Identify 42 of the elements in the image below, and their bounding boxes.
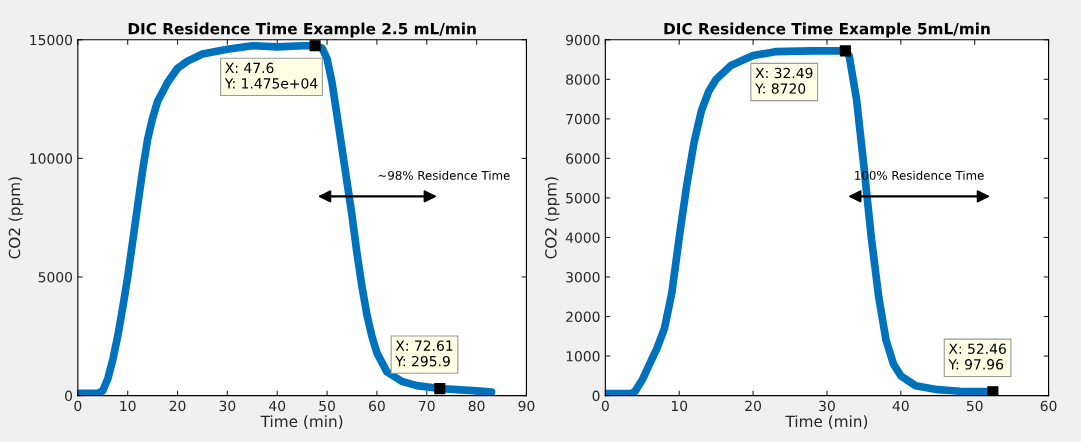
x-tick-label: 50: [966, 400, 983, 412]
y-tick-label: 7000: [566, 113, 600, 125]
x-axis-title: Time (min): [785, 415, 868, 429]
y-tick-label: 4000: [565, 232, 600, 243]
y-tick-label: 8000: [566, 74, 600, 85]
annotation: X: 52.46 Y: 97.96: [948, 343, 1006, 370]
annotation: X: 47.6 Y: 1.475e+04: [224, 62, 318, 89]
y-tick-label: 0: [65, 390, 73, 402]
chart-title: DIC Residence Time Example 5mL/min: [664, 22, 990, 38]
y-tick-label: 5000: [566, 192, 600, 204]
x-tick-label: 10: [120, 400, 136, 412]
x-tick-label: 90: [518, 400, 535, 412]
y-axis-title: CO2 (ppm): [544, 177, 560, 259]
x-tick-label: 40: [892, 400, 909, 412]
y-tick-label: 2000: [566, 311, 600, 322]
x-tick-label: 30: [219, 400, 236, 412]
x-tick-label: 0: [601, 400, 609, 412]
y-tick-label: 5000: [38, 271, 73, 283]
x-tick-label: 30: [819, 400, 835, 412]
y-tick-label: 15000: [30, 34, 73, 46]
chart-title: DIC Residence Time Example 2.5 mL/min: [128, 22, 476, 38]
annotation: X: 72.61 Y: 295.9: [395, 340, 453, 367]
annotation: X: 32.49 Y: 8720: [755, 67, 813, 94]
x-tick-label: 50: [319, 400, 335, 412]
x-tick-label: 20: [169, 400, 186, 412]
y-axis-title: CO2 (ppm): [8, 177, 24, 259]
x-tick-label: 0: [74, 400, 82, 412]
y-tick-label: 10000: [30, 153, 73, 164]
annotation: ~98% Residence Time: [378, 170, 510, 180]
y-tick-label: 9000: [566, 34, 600, 46]
x-tick-label: 40: [269, 400, 286, 412]
x-tick-label: 70: [419, 400, 435, 412]
x-tick-label: 10: [671, 400, 688, 412]
x-tick-label: 60: [1040, 400, 1057, 412]
y-tick-label: 3000: [566, 271, 600, 283]
x-tick-label: 60: [369, 400, 385, 412]
x-tick-label: 80: [468, 400, 485, 412]
y-tick-label: 1000: [566, 351, 600, 362]
y-tick-label: 0: [592, 390, 600, 402]
y-tick-label: 6000: [566, 153, 600, 164]
x-tick-label: 20: [745, 400, 762, 412]
x-axis-title: Time (min): [260, 415, 343, 429]
